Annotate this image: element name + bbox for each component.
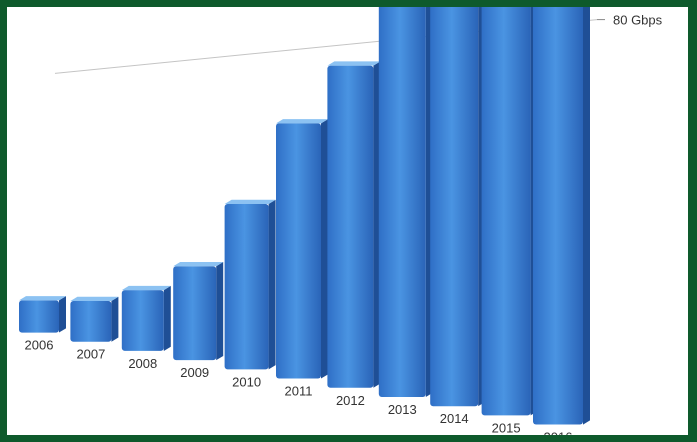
bar-2014 <box>430 7 486 407</box>
bar-2012 <box>327 61 381 388</box>
x-tick-label: 2016 <box>544 430 573 435</box>
bar-2009 <box>173 262 224 361</box>
y-tick-label: 80 Gbps <box>613 13 663 28</box>
bar-2013 <box>378 7 433 397</box>
x-tick-label: 2007 <box>76 347 105 362</box>
x-tick-label: 2012 <box>336 393 365 408</box>
bar-2016 <box>533 7 590 425</box>
bar-2011 <box>276 119 328 379</box>
x-tick-label: 2010 <box>232 374 261 389</box>
chart-frame: 80 Gbps160 Gbps240 Gbps320 Gbps400 Gbps … <box>7 7 688 435</box>
x-tick-label: 2006 <box>25 338 54 353</box>
y-axis: 80 Gbps160 Gbps240 Gbps320 Gbps400 Gbps <box>597 13 663 28</box>
x-tick-label: 2008 <box>128 356 157 371</box>
bar-2006 <box>19 296 66 333</box>
bar-2008 <box>121 285 171 351</box>
bars <box>19 7 590 425</box>
x-tick-label: 2009 <box>180 365 209 380</box>
bar-2010 <box>224 199 276 370</box>
bar-chart: 80 Gbps160 Gbps240 Gbps320 Gbps400 Gbps … <box>19 7 663 436</box>
x-tick-label: 2014 <box>440 411 469 426</box>
x-axis: 2006 2007 2008 2009 2010 2011 2012 2013 2014 2015… <box>25 338 573 436</box>
bar-2007 <box>70 296 119 342</box>
bar-2015 <box>481 7 538 416</box>
x-tick-label: 2013 <box>388 402 417 417</box>
x-tick-label: 2011 <box>285 384 313 399</box>
x-tick-label: 2015 <box>492 420 521 435</box>
